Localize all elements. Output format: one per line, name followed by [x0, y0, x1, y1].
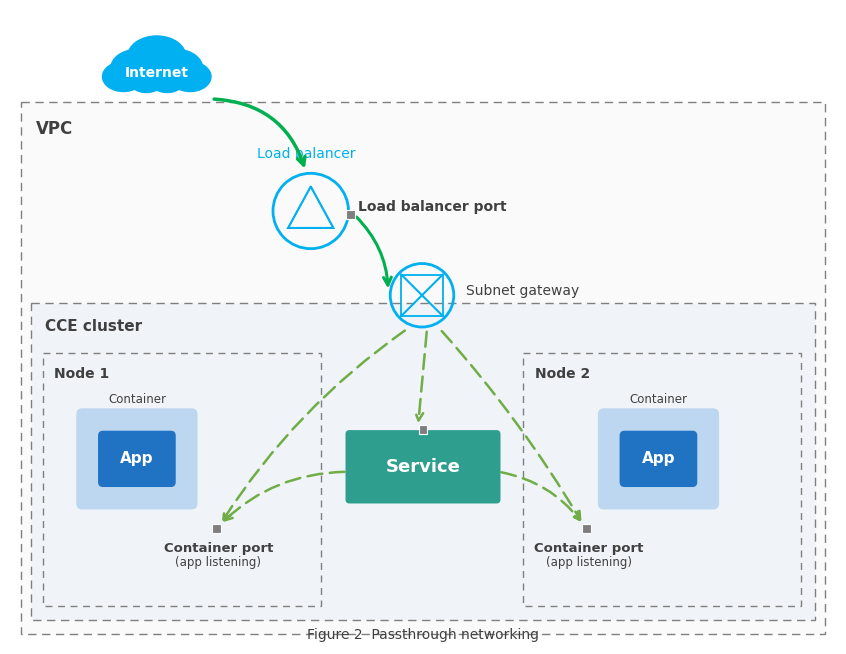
Ellipse shape — [111, 50, 164, 87]
Text: (app listening): (app listening) — [546, 556, 632, 569]
FancyBboxPatch shape — [619, 431, 697, 487]
Ellipse shape — [125, 35, 188, 79]
Text: Internet: Internet — [124, 66, 189, 80]
Text: Node 2: Node 2 — [536, 367, 591, 381]
Text: Load balancer: Load balancer — [256, 147, 355, 162]
FancyBboxPatch shape — [30, 303, 816, 621]
Text: Load balancer port: Load balancer port — [359, 200, 507, 214]
Ellipse shape — [102, 61, 144, 92]
Text: Subnet gateway: Subnet gateway — [465, 284, 579, 298]
Text: (app listening): (app listening) — [175, 556, 261, 569]
Text: Figure 2  Passthrough networking: Figure 2 Passthrough networking — [307, 628, 539, 642]
Ellipse shape — [128, 36, 186, 78]
FancyBboxPatch shape — [582, 524, 591, 533]
FancyBboxPatch shape — [20, 102, 826, 634]
Text: Node 1: Node 1 — [54, 367, 110, 381]
Text: Container port: Container port — [534, 542, 644, 555]
Text: VPC: VPC — [36, 120, 73, 138]
FancyBboxPatch shape — [76, 408, 197, 509]
FancyBboxPatch shape — [598, 408, 719, 509]
Text: Service: Service — [386, 458, 460, 476]
Ellipse shape — [150, 50, 203, 87]
FancyBboxPatch shape — [419, 424, 427, 434]
Ellipse shape — [148, 48, 205, 88]
Text: Container port: Container port — [163, 542, 273, 555]
Ellipse shape — [128, 67, 165, 94]
FancyBboxPatch shape — [345, 430, 501, 504]
Ellipse shape — [129, 68, 164, 92]
Ellipse shape — [169, 61, 211, 92]
Ellipse shape — [150, 68, 184, 92]
Ellipse shape — [168, 61, 212, 93]
Text: CCE cluster: CCE cluster — [45, 319, 141, 334]
Text: App: App — [642, 451, 675, 466]
FancyBboxPatch shape — [98, 431, 176, 487]
Text: App: App — [120, 451, 154, 466]
Text: Container: Container — [629, 393, 688, 406]
Ellipse shape — [101, 61, 146, 93]
FancyBboxPatch shape — [212, 524, 221, 533]
Ellipse shape — [109, 48, 166, 88]
FancyBboxPatch shape — [346, 211, 355, 220]
Ellipse shape — [149, 67, 186, 94]
Text: Container: Container — [108, 393, 166, 406]
